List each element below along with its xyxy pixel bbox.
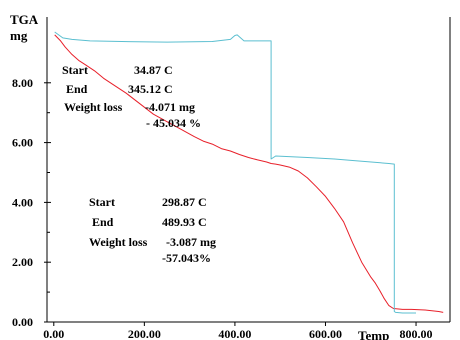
annotation-2-end-value: 489.93 C xyxy=(162,215,207,229)
data-series xyxy=(54,31,444,314)
y-axis-ticks: 0.00 2.00 4.00 6.00 8.00 xyxy=(12,76,51,329)
x-tick-label: 200.00 xyxy=(128,327,161,340)
annotation-2-end-label: End xyxy=(92,215,114,229)
annotation-1-loss-pct: - 45.034 % xyxy=(146,116,201,130)
x-tick-label: 800.00 xyxy=(400,327,433,340)
annotation-1-end-value: 345.12 C xyxy=(128,82,173,96)
annotation-1-loss-mg: -4.071 mg xyxy=(145,100,195,114)
y-axis-title-line1: TGA xyxy=(10,12,39,27)
annotation-2-start-value: 298.87 C xyxy=(162,195,207,209)
annotation-block-1: Start 34.87 C End 345.12 C Weight loss -… xyxy=(62,63,201,130)
y-tick-label: 0.00 xyxy=(12,315,33,329)
y-tick-label: 8.00 xyxy=(12,76,33,90)
x-tick-label: 400.00 xyxy=(218,327,251,340)
series-line-1 xyxy=(54,34,444,313)
annotation-1-end-label: End xyxy=(66,82,88,96)
annotation-2-loss-mg: -3.087 mg xyxy=(166,235,216,249)
y-tick-label: 2.00 xyxy=(12,255,33,269)
annotation-1-start-label: Start xyxy=(62,63,88,77)
x-axis-title: Temp xyxy=(358,328,389,340)
y-axis-title-line2: mg xyxy=(10,28,28,43)
annotation-1-start-value: 34.87 C xyxy=(134,63,173,77)
y-tick-label: 4.00 xyxy=(12,195,33,209)
x-tick-label: 600.00 xyxy=(309,327,342,340)
series-line-2 xyxy=(54,31,416,314)
annotation-2-loss-pct: -57.043% xyxy=(162,251,211,265)
annotation-2-loss-label: Weight loss xyxy=(89,235,148,249)
annotation-2-start-label: Start xyxy=(89,195,115,209)
x-tick-label: 0.00 xyxy=(43,327,64,340)
annotation-1-loss-label: Weight loss xyxy=(64,100,123,114)
x-axis-ticks: 0.00 200.00 400.00 600.00 800.00 xyxy=(43,322,433,340)
annotation-block-2: Start 298.87 C End 489.93 C Weight loss … xyxy=(89,195,216,265)
y-tick-label: 6.00 xyxy=(12,136,33,150)
